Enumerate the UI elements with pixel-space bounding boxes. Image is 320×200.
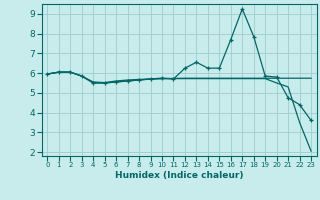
X-axis label: Humidex (Indice chaleur): Humidex (Indice chaleur) <box>115 171 244 180</box>
